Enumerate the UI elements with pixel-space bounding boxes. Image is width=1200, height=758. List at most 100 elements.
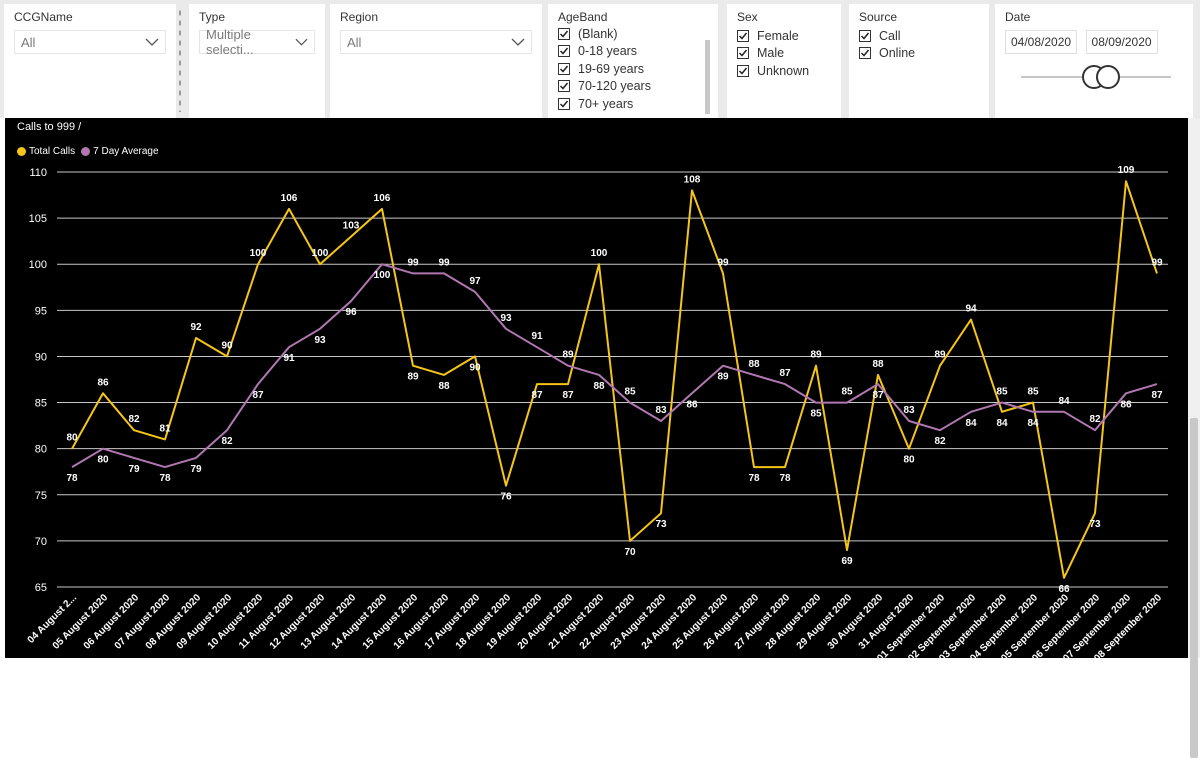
data-label-7-day-average: 99 [407, 257, 419, 268]
data-label-7-day-average: 91 [531, 331, 543, 342]
x-tick-label: 07 August 2020 [113, 592, 173, 652]
date-end-input[interactable]: 08/09/2020 [1085, 30, 1158, 54]
chevron-down-icon [295, 38, 308, 46]
ccg-dropdown[interactable]: All [14, 30, 166, 54]
data-label-total-calls: 89 [407, 372, 419, 383]
y-tick-label: 85 [35, 398, 47, 410]
legend-dot-icon [81, 147, 91, 156]
source-option-label: Call [879, 28, 901, 43]
x-tick-label: 20 August 2020 [516, 592, 576, 652]
date-slicer-title: Date [1005, 10, 1031, 24]
data-label-7-day-average: 85 [624, 387, 636, 398]
checkbox-checked-icon[interactable] [558, 45, 570, 58]
data-label-total-calls: 99 [717, 257, 729, 268]
ageband-option-label: 19-69 years [578, 61, 645, 76]
data-label-total-calls: 87 [562, 390, 574, 401]
data-label-total-calls: 78 [779, 473, 791, 484]
ageband-option[interactable]: 0-18 years [558, 43, 708, 61]
date-range-slider[interactable] [1011, 62, 1191, 92]
y-tick-label: 75 [35, 490, 47, 502]
data-label-7-day-average: 87 [252, 390, 264, 401]
data-label-total-calls: 66 [1058, 584, 1070, 595]
data-label-total-calls: 82 [128, 414, 140, 425]
data-label-total-calls: 78 [748, 473, 760, 484]
x-tick-label: 11 August 2020 [237, 592, 296, 651]
legend-dot-icon [17, 147, 26, 156]
ageband-option[interactable]: 70+ years [558, 95, 708, 113]
chart-scrollbar[interactable] [1188, 118, 1200, 758]
data-label-total-calls: 106 [281, 193, 298, 204]
checkbox-checked-icon[interactable] [737, 47, 749, 60]
data-label-total-calls: 90 [221, 340, 233, 351]
slider-handle-end[interactable] [1096, 65, 1120, 89]
chart-legend: Total Calls 7 Day Average [17, 146, 165, 157]
legend-item-total[interactable]: Total Calls [17, 146, 75, 157]
ageband-scrollbar[interactable] [705, 40, 710, 114]
source-option[interactable]: Call [859, 27, 979, 45]
type-dropdown[interactable]: Multiple selecti... [199, 27, 315, 57]
x-tick-label: 19 August 2020 [485, 592, 545, 652]
data-label-total-calls: 108 [684, 174, 701, 185]
data-label-total-calls: 88 [438, 381, 450, 392]
checkbox-checked-icon[interactable] [558, 62, 570, 75]
checkbox-checked-icon[interactable] [558, 80, 570, 93]
data-label-7-day-average: 84 [1058, 396, 1070, 407]
checkbox-checked-icon[interactable] [558, 27, 570, 40]
date-start-input[interactable]: 04/08/2020 [1005, 30, 1078, 54]
sex-option[interactable]: Unknown [737, 62, 831, 80]
checkbox-checked-icon[interactable] [737, 29, 749, 42]
data-label-total-calls: 86 [97, 377, 109, 388]
data-label-7-day-average: 88 [593, 381, 605, 392]
data-label-7-day-average: 78 [159, 473, 171, 484]
data-label-7-day-average: 99 [438, 257, 450, 268]
slicer-separator [178, 8, 182, 112]
y-tick-label: 100 [29, 259, 47, 271]
data-label-7-day-average: 83 [903, 405, 915, 416]
ageband-option[interactable]: 19-69 years [558, 60, 708, 78]
y-tick-label: 110 [29, 167, 47, 179]
ageband-option[interactable]: 70-120 years [558, 78, 708, 96]
data-label-total-calls: 73 [655, 519, 667, 530]
checkbox-checked-icon[interactable] [859, 29, 871, 42]
x-tick-label: 12 August 2020 [268, 592, 328, 652]
sex-slicer-title: Sex [737, 10, 758, 24]
x-tick-label: 17 August 2020 [423, 592, 483, 652]
ageband-option[interactable]: (Blank) [558, 25, 708, 43]
x-tick-label: 14 August 2020 [330, 592, 390, 652]
y-tick-label: 70 [35, 536, 47, 548]
ageband-slicer: AgeBand (Blank) 0-18 years 19-69 years 70-1… [548, 4, 718, 118]
x-tick-label: 21 August 2020 [547, 592, 607, 652]
checkbox-checked-icon[interactable] [737, 64, 749, 77]
x-tick-label: 30 August 2020 [826, 592, 886, 652]
x-tick-label: 06 August 2020 [82, 592, 142, 652]
legend-item-avg[interactable]: 7 Day Average [81, 146, 159, 157]
ageband-option-label: (Blank) [578, 26, 618, 41]
region-dropdown[interactable]: All [340, 30, 532, 54]
data-label-total-calls: 76 [500, 492, 512, 503]
ageband-option-label: 0-18 years [578, 44, 638, 59]
legend-label-total: Total Calls [29, 146, 76, 157]
ageband-option-label: 70-120 years [578, 79, 651, 94]
checkbox-checked-icon[interactable] [558, 97, 570, 110]
data-label-7-day-average: 89 [562, 350, 574, 361]
checkbox-checked-icon[interactable] [859, 47, 871, 60]
data-label-7-day-average: 78 [66, 473, 78, 484]
x-tick-label: 13 August 2020 [299, 592, 359, 652]
x-tick-label: 28 August 2020 [764, 592, 824, 652]
sex-option[interactable]: Female [737, 27, 831, 45]
source-option[interactable]: Online [859, 45, 979, 63]
type-dropdown-value: Multiple selecti... [206, 27, 254, 57]
y-tick-label: 65 [35, 582, 47, 594]
series-line-total-calls [71, 180, 1158, 579]
x-tick-label: 05 August 2020 [51, 592, 111, 652]
data-label-7-day-average: 96 [345, 307, 357, 318]
series-line-7-day-average [71, 263, 1158, 469]
chevron-down-icon [145, 38, 159, 46]
y-tick-label: 90 [35, 351, 47, 363]
data-label-total-calls: 106 [374, 193, 391, 204]
chart-scrollbar-thumb[interactable] [1190, 418, 1198, 758]
x-tick-label: 16 August 2020 [392, 592, 452, 652]
data-label-total-calls: 73 [1089, 519, 1101, 530]
sex-option[interactable]: Male [737, 45, 831, 63]
